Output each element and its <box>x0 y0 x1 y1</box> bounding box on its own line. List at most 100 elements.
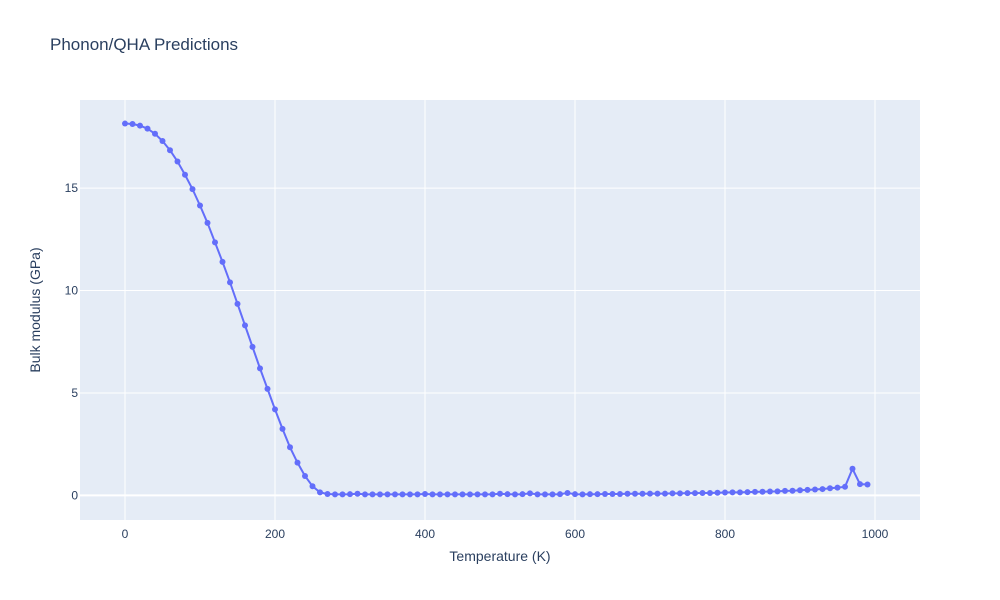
data-point[interactable] <box>572 491 578 498</box>
data-point[interactable] <box>339 491 346 498</box>
data-point[interactable] <box>422 490 428 497</box>
data-point[interactable] <box>804 486 811 493</box>
data-point[interactable] <box>834 484 841 491</box>
data-point[interactable] <box>819 486 826 493</box>
data-point[interactable] <box>452 491 458 498</box>
data-point[interactable] <box>249 343 256 350</box>
data-point[interactable] <box>257 365 263 372</box>
data-point[interactable] <box>602 490 608 497</box>
data-point[interactable] <box>534 491 541 498</box>
data-point[interactable] <box>654 490 661 497</box>
data-point[interactable] <box>497 490 503 497</box>
data-point[interactable] <box>684 490 691 497</box>
data-point[interactable] <box>782 487 788 494</box>
data-point[interactable] <box>122 120 128 127</box>
data-point[interactable] <box>729 489 736 496</box>
data-point[interactable] <box>384 491 391 498</box>
data-point[interactable] <box>227 279 233 286</box>
data-point[interactable] <box>579 491 586 498</box>
data-point[interactable] <box>632 490 638 497</box>
data-point[interactable] <box>512 491 518 498</box>
data-point[interactable] <box>542 491 548 498</box>
data-point[interactable] <box>812 486 818 493</box>
data-point[interactable] <box>407 491 413 498</box>
data-point[interactable] <box>662 490 668 497</box>
data-point[interactable] <box>137 122 143 129</box>
data-point[interactable] <box>182 171 188 178</box>
data-point[interactable] <box>279 425 286 432</box>
data-point[interactable] <box>309 483 316 490</box>
data-point[interactable] <box>392 491 398 498</box>
data-point[interactable] <box>219 258 226 265</box>
data-point[interactable] <box>692 490 698 497</box>
data-point[interactable] <box>789 487 796 494</box>
data-point[interactable] <box>564 489 571 496</box>
data-point[interactable] <box>174 158 181 165</box>
data-point[interactable] <box>744 489 751 496</box>
data-point[interactable] <box>414 491 421 498</box>
data-point[interactable] <box>144 125 151 132</box>
data-point[interactable] <box>722 489 728 496</box>
data-point[interactable] <box>527 490 533 497</box>
data-point[interactable] <box>737 489 743 496</box>
data-point[interactable] <box>159 137 166 144</box>
data-point[interactable] <box>467 491 473 498</box>
data-point[interactable] <box>437 491 443 498</box>
data-point[interactable] <box>204 219 211 226</box>
data-point[interactable] <box>264 385 271 392</box>
data-point[interactable] <box>767 488 773 495</box>
data-point[interactable] <box>234 300 241 307</box>
data-point[interactable] <box>669 490 676 497</box>
data-point[interactable] <box>212 239 218 246</box>
data-point[interactable] <box>864 481 871 488</box>
data-point[interactable] <box>294 459 301 466</box>
data-point[interactable] <box>272 406 278 413</box>
data-point[interactable] <box>152 130 158 137</box>
data-point[interactable] <box>332 491 338 498</box>
data-point[interactable] <box>167 147 173 154</box>
data-point[interactable] <box>594 491 601 498</box>
data-point[interactable] <box>842 483 848 490</box>
data-point[interactable] <box>857 481 863 488</box>
data-point[interactable] <box>429 491 436 498</box>
data-point[interactable] <box>129 120 136 127</box>
data-point[interactable] <box>317 489 323 496</box>
data-point[interactable] <box>639 490 646 497</box>
data-point[interactable] <box>519 491 526 498</box>
data-point[interactable] <box>609 490 616 497</box>
data-point[interactable] <box>242 322 248 329</box>
data-point[interactable] <box>587 491 593 498</box>
data-point[interactable] <box>474 491 481 498</box>
data-point[interactable] <box>797 487 803 494</box>
data-point[interactable] <box>489 491 496 498</box>
data-point[interactable] <box>774 488 781 495</box>
data-point[interactable] <box>752 488 758 495</box>
data-point[interactable] <box>347 491 353 498</box>
data-point[interactable] <box>287 444 293 451</box>
data-point[interactable] <box>707 489 713 496</box>
data-point[interactable] <box>849 465 856 472</box>
data-point[interactable] <box>557 491 563 498</box>
data-point[interactable] <box>354 490 361 497</box>
data-point[interactable] <box>549 491 556 498</box>
data-point[interactable] <box>759 488 766 495</box>
data-point[interactable] <box>324 490 331 497</box>
data-point[interactable] <box>617 490 623 497</box>
data-point[interactable] <box>197 202 203 209</box>
data-point[interactable] <box>377 491 383 498</box>
data-point[interactable] <box>459 491 466 498</box>
data-point[interactable] <box>504 491 511 498</box>
data-point[interactable] <box>714 489 721 496</box>
data-point[interactable] <box>189 186 196 193</box>
data-point[interactable] <box>369 491 376 498</box>
data-point[interactable] <box>482 491 488 498</box>
data-point[interactable] <box>677 490 683 497</box>
data-point[interactable] <box>827 485 833 492</box>
data-point[interactable] <box>362 491 368 498</box>
data-point[interactable] <box>699 489 706 496</box>
data-point[interactable] <box>624 490 631 497</box>
data-point[interactable] <box>302 472 308 479</box>
data-point[interactable] <box>399 491 406 498</box>
data-point[interactable] <box>444 491 451 498</box>
data-point[interactable] <box>647 490 653 497</box>
